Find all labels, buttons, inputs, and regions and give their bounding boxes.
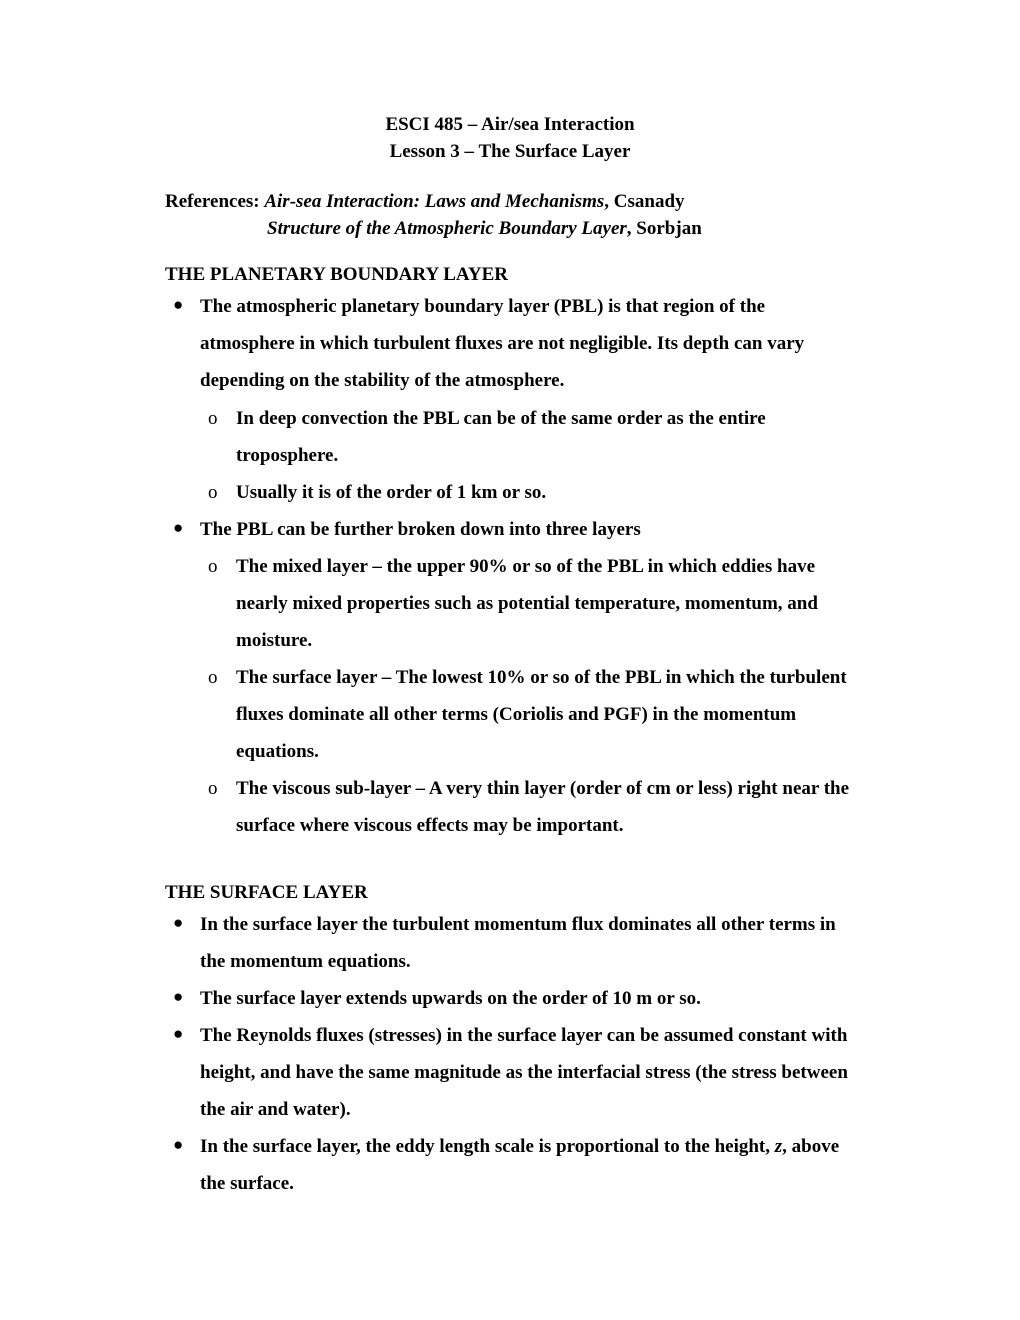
section-heading-surface: THE SURFACE LAYER	[165, 882, 855, 904]
references-label: References:	[165, 191, 264, 212]
reference-2-author: , Sorbjan	[627, 218, 702, 239]
list-item-text: The atmospheric planetary boundary layer…	[200, 296, 804, 391]
sub-list: In deep convection the PBL can be of the…	[200, 400, 855, 511]
list-item-text: The PBL can be further broken down into …	[200, 519, 641, 540]
list-item: The Reynolds fluxes (stresses) in the su…	[165, 1017, 855, 1128]
surface-list: In the surface layer the turbulent momen…	[165, 906, 855, 1202]
sub-list: The mixed layer – the upper 90% or so of…	[200, 548, 855, 844]
sub-list-item: The viscous sub-layer – A very thin laye…	[200, 770, 855, 844]
lesson-title: Lesson 3 – The Surface Layer	[165, 139, 855, 166]
sub-list-item: The mixed layer – the upper 90% or so of…	[200, 548, 855, 659]
list-item: The PBL can be further broken down into …	[165, 511, 855, 844]
list-item: The atmospheric planetary boundary layer…	[165, 288, 855, 510]
section-spacer	[165, 844, 855, 880]
list-item: In the surface layer, the eddy length sc…	[165, 1128, 855, 1202]
course-title: ESCI 485 – Air/sea Interaction	[165, 112, 855, 139]
reference-line-2: Structure of the Atmospheric Boundary La…	[165, 216, 855, 243]
sub-list-item: In deep convection the PBL can be of the…	[200, 400, 855, 474]
list-item: The surface layer extends upwards on the…	[165, 980, 855, 1017]
reference-1-title: Air-sea Interaction: Laws and Mechanisms	[264, 191, 604, 212]
reference-1-author: , Csanady	[604, 191, 684, 212]
section-heading-pbl: THE PLANETARY BOUNDARY LAYER	[165, 264, 855, 286]
sub-list-item: The surface layer – The lowest 10% or so…	[200, 659, 855, 770]
sub-list-item: Usually it is of the order of 1 km or so…	[200, 474, 855, 511]
list-item: In the surface layer the turbulent momen…	[165, 906, 855, 980]
document-page: ESCI 485 – Air/sea Interaction Lesson 3 …	[0, 0, 1020, 1262]
reference-line-1: References: Air-sea Interaction: Laws an…	[165, 189, 855, 216]
references-block: References: Air-sea Interaction: Laws an…	[165, 189, 855, 242]
pbl-list: The atmospheric planetary boundary layer…	[165, 288, 855, 844]
list-item-text-pre: In the surface layer, the eddy length sc…	[200, 1136, 775, 1157]
reference-2-title: Structure of the Atmospheric Boundary La…	[267, 218, 627, 239]
